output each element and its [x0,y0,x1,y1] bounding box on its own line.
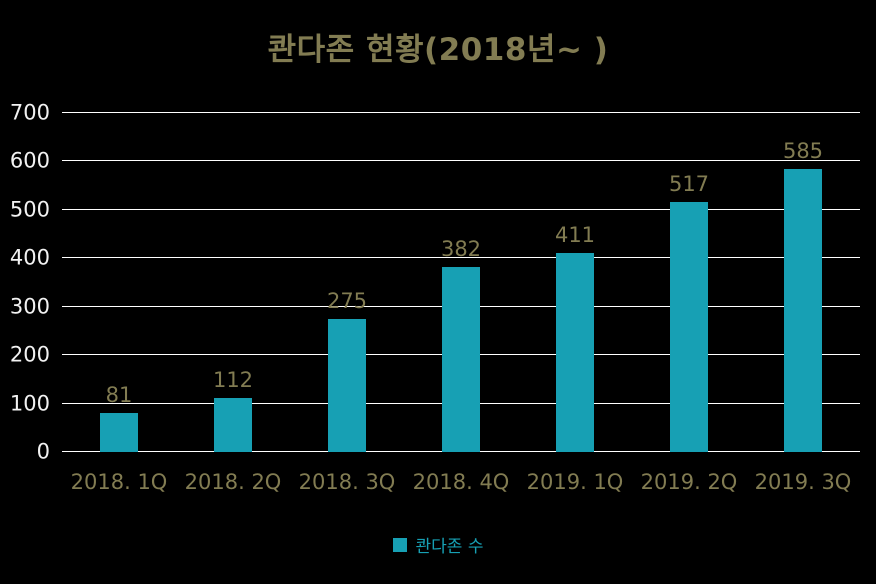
x-tick-label: 2019. 3Q [754,470,852,494]
x-tick-label: 2019. 1Q [526,470,624,494]
y-tick-label: 100 [9,391,50,416]
gridline [62,112,860,113]
chart-title: 콴다존 현황(2018년~ ) [267,32,609,68]
bar-value-label: 275 [326,288,368,313]
bar-column: 112 [176,113,290,452]
y-tick-label: 500 [9,197,50,222]
bar-column: 517 [632,113,746,452]
bar-column: 585 [746,113,860,452]
bar [214,397,252,452]
bar-value-label: 411 [554,222,596,247]
bars: 81 112 275 382 411 517 585 [62,113,860,452]
bar-column: 81 [62,113,176,452]
y-tick-label: 600 [9,148,50,173]
y-tick-label: 700 [9,100,50,125]
x-tick-label: 2018. 3Q [298,470,396,494]
x-axis-labels: 2018. 1Q 2018. 2Q 2018. 3Q 2018. 4Q 2019. 1Q… [62,470,860,494]
legend-label: 콴다존 수 [415,537,484,557]
x-tick-label: 2018. 4Q [412,470,510,494]
y-tick-label: 300 [9,294,50,319]
y-axis-labels: 0 100 200 300 400 500 600 700 [0,102,50,462]
gridline [62,208,860,210]
bar [556,252,594,452]
bar-value-label: 517 [668,171,710,196]
plot-area: 0 100 200 300 400 500 600 700 81 112 275 382 411 517… [10,102,860,462]
bar-value-label: 81 [105,382,133,407]
legend-swatch [392,537,407,552]
bar-column: 275 [290,113,404,452]
x-tick-label: 2019. 2Q [640,470,738,494]
y-tick-label: 200 [9,342,50,367]
gridline [62,257,860,259]
bar-column: 411 [518,113,632,452]
bar [442,267,480,452]
bar [670,201,708,452]
bar [328,318,366,452]
x-tick-label: 2018. 1Q [70,470,168,494]
bar-value-label: 585 [782,138,824,163]
bar-value-label: 112 [212,367,254,392]
bar [784,168,822,452]
x-tick-label: 2018. 2Q [184,470,282,494]
y-tick-label: 400 [9,245,50,270]
bar [100,412,138,452]
bar-value-label: 382 [440,237,482,262]
y-tick-label: 0 [36,439,50,464]
legend: 콴다존 수 [0,532,876,557]
bar-column: 382 [404,113,518,452]
gridline [62,160,860,162]
